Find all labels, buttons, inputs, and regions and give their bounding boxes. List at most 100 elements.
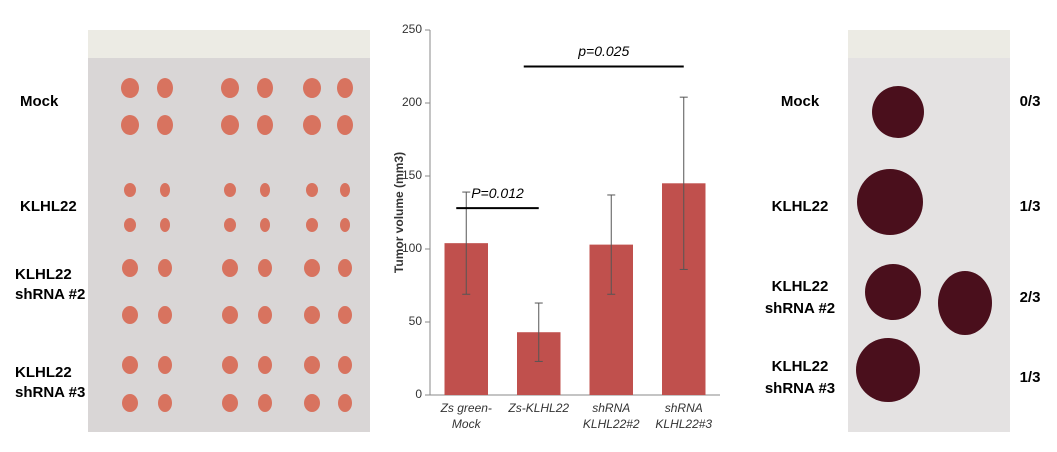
- tumor: [338, 394, 352, 412]
- y-tick-label: 100: [402, 241, 422, 255]
- tumor: [338, 356, 352, 374]
- tumor: [122, 356, 138, 374]
- tumor: [221, 78, 239, 98]
- x-tick-label-line: shRNA: [665, 401, 703, 415]
- tumor: [260, 218, 270, 232]
- x-tick-label: shRNA KLHL22#3: [655, 401, 712, 431]
- y-tick-label: 200: [402, 95, 422, 109]
- tumor: [865, 264, 921, 320]
- group-label: KLHL22: [772, 198, 829, 215]
- tumor: [306, 183, 318, 197]
- tumor: [258, 356, 272, 374]
- tumor: [158, 356, 172, 374]
- tumor: [304, 259, 320, 277]
- x-tick-label-line: Zs green-: [440, 401, 492, 415]
- tumor: [222, 356, 238, 374]
- tumor: [303, 78, 321, 98]
- tumor: [338, 259, 352, 277]
- y-axis-label: Tumor volume (mm3): [392, 152, 406, 273]
- x-tick-label-line: KLHL22#2: [583, 417, 640, 431]
- tumor: [121, 115, 139, 135]
- group-label-line: Mock: [781, 93, 820, 110]
- significance-label: p=0.025: [577, 43, 629, 59]
- tumor: [340, 218, 350, 232]
- significance-label: P=0.012: [471, 185, 524, 201]
- tumor: [340, 183, 350, 197]
- tumor: [122, 306, 138, 324]
- group-label: KLHL22: [20, 198, 77, 215]
- group-label: KLHL22 shRNA #2: [15, 266, 85, 303]
- x-tick-label: shRNA KLHL22#2: [583, 401, 640, 431]
- tumor: [257, 115, 273, 135]
- ratio: 2/3: [1020, 289, 1041, 306]
- tumor: [303, 115, 321, 135]
- tumor: [121, 78, 139, 98]
- group-label: KLHL22 shRNA #3: [15, 364, 85, 401]
- tumor: [157, 78, 173, 98]
- tumor: [124, 183, 136, 197]
- tumor: [872, 86, 924, 138]
- ratio: 1/3: [1020, 369, 1041, 386]
- tumor: [160, 183, 170, 197]
- x-tick-label-line: KLHL22#3: [655, 417, 712, 431]
- y-tick-label: 50: [409, 314, 423, 328]
- tumor: [857, 169, 923, 235]
- tumor: [122, 394, 138, 412]
- tumor: [258, 306, 272, 324]
- group-label-line: KLHL22: [20, 198, 77, 215]
- tumor: [222, 394, 238, 412]
- tumor: [304, 356, 320, 374]
- group-label: Mock: [781, 93, 820, 110]
- tumor: [938, 271, 992, 335]
- ratio: 0/3: [1020, 93, 1041, 110]
- tumor: [258, 394, 272, 412]
- tumor: [221, 115, 239, 135]
- tumor: [158, 259, 172, 277]
- group-label-line: KLHL22: [772, 278, 829, 295]
- tumor: [222, 306, 238, 324]
- group-label-line: Mock: [20, 93, 59, 110]
- tumor: [158, 394, 172, 412]
- group-label-line: shRNA #3: [15, 384, 85, 401]
- x-tick-label-line: shRNA: [592, 401, 630, 415]
- ruler: [848, 30, 1010, 58]
- tumor: [222, 259, 238, 277]
- tumor: [224, 183, 236, 197]
- group-label-line: KLHL22: [772, 198, 829, 215]
- tumor: [257, 78, 273, 98]
- tumor: [124, 218, 136, 232]
- tumor: [260, 183, 270, 197]
- tumor: [304, 394, 320, 412]
- group-label-line: KLHL22: [15, 266, 72, 283]
- tumor: [157, 115, 173, 135]
- tumor: [306, 218, 318, 232]
- tumor: [338, 306, 352, 324]
- tumor: [304, 306, 320, 324]
- group-label-line: KLHL22: [772, 358, 829, 375]
- group-label-line: shRNA #2: [765, 300, 835, 317]
- tumor: [160, 218, 170, 232]
- y-tick-label: 0: [415, 387, 422, 401]
- x-tick-label: Zs green- Mock: [440, 401, 492, 431]
- tumor: [258, 259, 272, 277]
- group-label-line: KLHL22: [15, 364, 72, 381]
- ruler: [88, 30, 370, 58]
- group-label: KLHL22 shRNA #2: [765, 278, 835, 317]
- y-tick-label: 150: [402, 168, 422, 182]
- ratio: 1/3: [1020, 198, 1041, 215]
- tumor: [122, 259, 138, 277]
- group-label: KLHL22 shRNA #3: [765, 358, 835, 397]
- tumor: [158, 306, 172, 324]
- x-tick-label: Zs-KLHL22: [507, 401, 569, 415]
- tumor: [856, 338, 920, 402]
- y-tick-label: 250: [402, 22, 422, 36]
- tumor: [337, 115, 353, 135]
- group-label: Mock: [20, 93, 59, 110]
- x-tick-label-line: Mock: [452, 417, 482, 431]
- tumor: [337, 78, 353, 98]
- group-label-line: shRNA #3: [765, 380, 835, 397]
- tumor: [224, 218, 236, 232]
- x-tick-label-line: Zs-KLHL22: [507, 401, 569, 415]
- group-label-line: shRNA #2: [15, 286, 85, 303]
